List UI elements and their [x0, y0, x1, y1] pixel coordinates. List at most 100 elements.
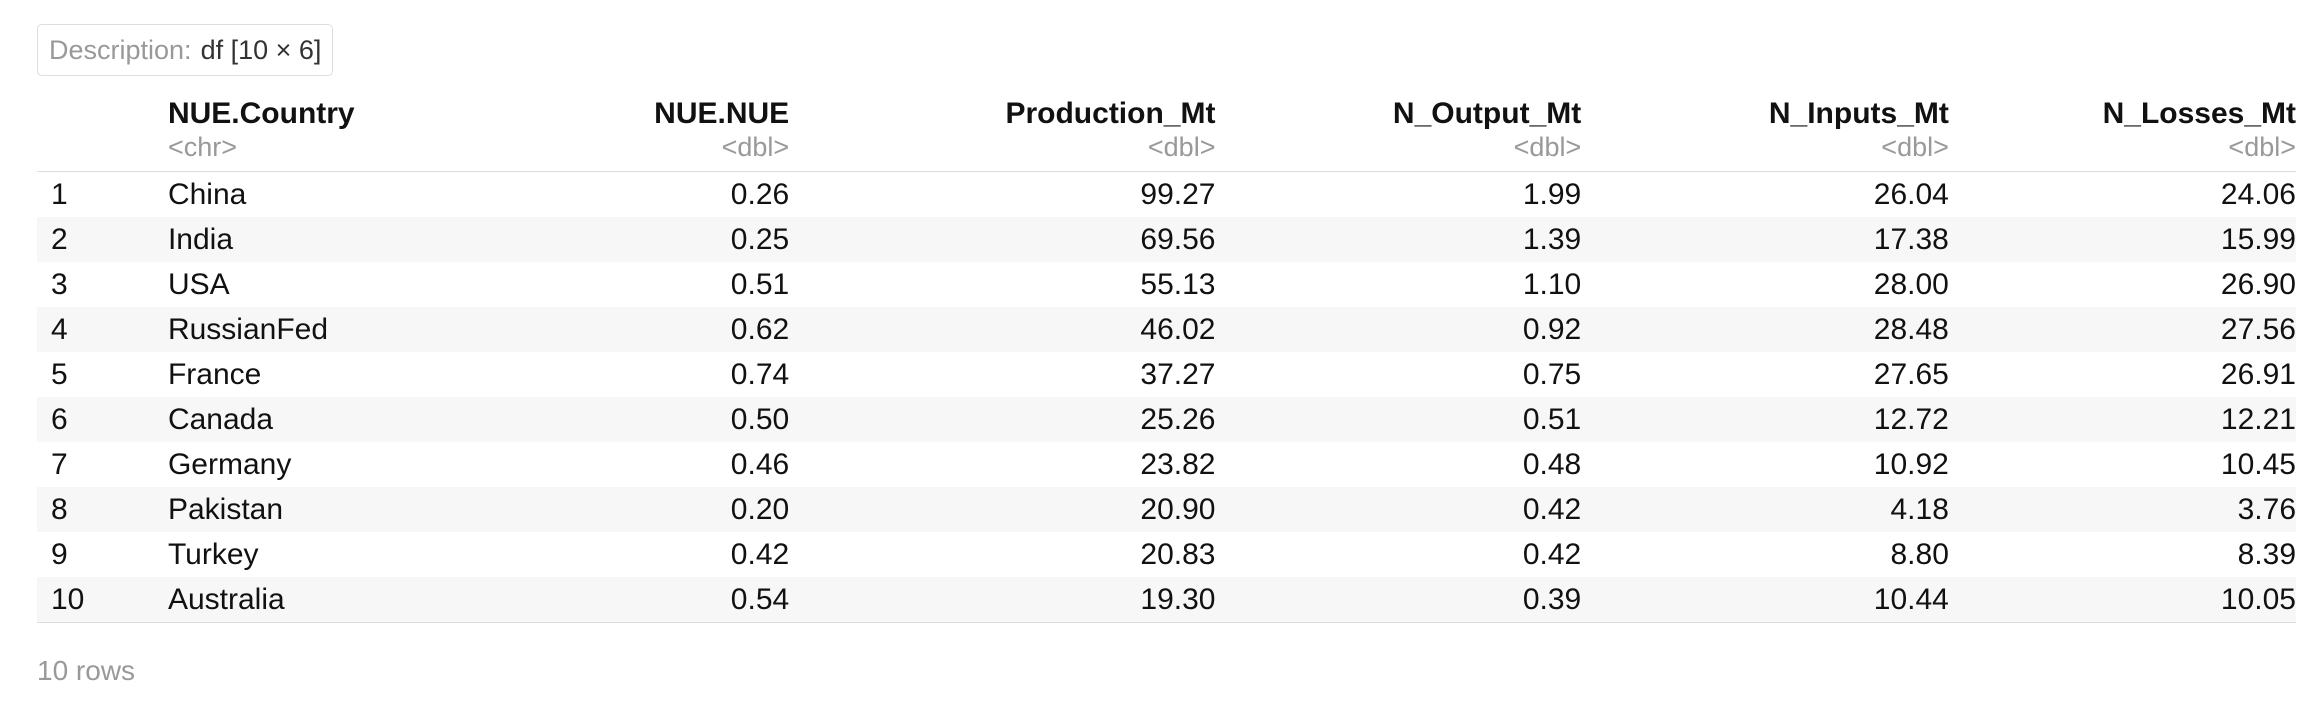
column-header-production[interactable]: Production_Mt <dbl>	[789, 96, 1216, 172]
cell-n-inputs: 27.65	[1873, 358, 1949, 391]
table-row: 5 France 0.74 37.27 0.75 27.65 26.91	[37, 352, 2296, 397]
cell-n-output: 0.39	[1215, 577, 1582, 623]
cell-n-inputs: 8.80	[1890, 538, 1949, 571]
cell-nue: 0.20	[456, 487, 790, 532]
column-header-n-inputs[interactable]: N_Inputs_Mt <dbl>	[1581, 96, 1949, 172]
column-header-country[interactable]: NUE.Country <chr>	[167, 96, 457, 172]
table-row: 7 Germany 0.46 23.82 0.48 10.92 10.45	[37, 442, 2296, 487]
cell-country: China	[167, 178, 247, 211]
table-row: 1 China 0.26 99.27 1.99 26.04 24.06	[37, 172, 2296, 218]
row-index: 1	[51, 178, 68, 211]
column-type: <dbl>	[1147, 132, 1216, 162]
table-row: 9 Turkey 0.42 20.83 0.42 8.80 8.39	[37, 532, 2296, 577]
cell-production: 55.13	[1140, 268, 1216, 301]
cell-n-losses: 15.99	[1948, 217, 2296, 262]
description-badge: Description: df [10 × 6]	[37, 24, 334, 76]
cell-country: Turkey	[167, 538, 259, 571]
row-index: 7	[51, 448, 68, 481]
cell-n-inputs: 28.48	[1581, 307, 1949, 352]
cell-production: 46.02	[789, 307, 1216, 352]
cell-nue: 0.26	[730, 178, 790, 211]
cell-n-output: 0.42	[1522, 538, 1582, 571]
column-header-n-output[interactable]: N_Output_Mt <dbl>	[1215, 96, 1582, 172]
cell-n-inputs: 10.44	[1581, 577, 1949, 623]
cell-nue: 0.62	[456, 307, 790, 352]
cell-production: 25.26	[789, 397, 1216, 442]
column-name: N_Losses_Mt	[2102, 97, 2296, 130]
cell-n-output: 1.39	[1215, 217, 1582, 262]
cell-production: 69.56	[789, 217, 1216, 262]
table-row: 6 Canada 0.50 25.26 0.51 12.72 12.21	[37, 397, 2296, 442]
row-index: 2	[37, 217, 168, 262]
cell-n-losses: 12.21	[1948, 397, 2296, 442]
cell-n-inputs: 4.18	[1581, 487, 1949, 532]
column-type: <dbl>	[1513, 132, 1582, 162]
row-index: 10	[37, 577, 168, 623]
table-row: 4 RussianFed 0.62 46.02 0.92 28.48 27.56	[37, 307, 2296, 352]
cell-nue: 0.51	[730, 268, 790, 301]
table-row: 8 Pakistan 0.20 20.90 0.42 4.18 3.76	[37, 487, 2296, 532]
cell-country: India	[167, 217, 457, 262]
cell-n-output: 0.92	[1215, 307, 1582, 352]
cell-production: 20.90	[789, 487, 1216, 532]
cell-country: USA	[167, 268, 230, 301]
cell-country: RussianFed	[167, 307, 457, 352]
header-row: NUE.Country <chr> NUE.NUE <dbl> Producti…	[37, 96, 2296, 172]
cell-n-losses: 3.76	[1948, 487, 2296, 532]
table-row: 2 India 0.25 69.56 1.39 17.38 15.99	[37, 217, 2296, 262]
description-label: Description:	[49, 34, 192, 65]
column-name: N_Output_Mt	[1392, 97, 1582, 130]
cell-country: Canada	[167, 397, 457, 442]
cell-production: 23.82	[1140, 448, 1216, 481]
data-frame-table: NUE.Country <chr> NUE.NUE <dbl> Producti…	[37, 96, 2296, 623]
row-index: 5	[51, 358, 68, 391]
cell-nue: 0.46	[730, 448, 790, 481]
cell-country: Germany	[167, 448, 292, 481]
column-type: <chr>	[167, 132, 237, 162]
cell-n-losses: 27.56	[1948, 307, 2296, 352]
column-header-n-losses[interactable]: N_Losses_Mt <dbl>	[1948, 96, 2296, 172]
cell-country: France	[167, 358, 262, 391]
column-name: N_Inputs_Mt	[1768, 97, 1949, 130]
cell-n-inputs: 28.00	[1873, 268, 1949, 301]
cell-n-inputs: 12.72	[1581, 397, 1949, 442]
cell-production: 20.83	[1140, 538, 1216, 571]
cell-nue: 0.25	[456, 217, 790, 262]
row-index: 3	[51, 268, 68, 301]
cell-country: Australia	[167, 577, 457, 623]
row-index: 8	[37, 487, 168, 532]
column-name: NUE.NUE	[654, 97, 790, 130]
cell-nue: 0.74	[730, 358, 790, 391]
cell-n-output: 0.51	[1215, 397, 1582, 442]
row-index: 9	[51, 538, 68, 571]
table-row: 10 Australia 0.54 19.30 0.39 10.44 10.05	[37, 577, 2296, 623]
row-index: 6	[37, 397, 168, 442]
cell-nue: 0.54	[456, 577, 790, 623]
cell-nue: 0.50	[456, 397, 790, 442]
cell-production: 99.27	[1140, 178, 1216, 211]
cell-n-output: 0.75	[1522, 358, 1582, 391]
column-name: NUE.Country	[167, 97, 355, 130]
cell-n-output: 0.48	[1522, 448, 1582, 481]
index-header	[37, 96, 168, 172]
cell-n-inputs: 26.04	[1873, 178, 1949, 211]
cell-country: Pakistan	[167, 487, 457, 532]
table-row: 3 USA 0.51 55.13 1.10 28.00 26.90	[37, 262, 2296, 307]
column-name: Production_Mt	[1005, 97, 1216, 130]
cell-n-losses: 10.45	[2220, 448, 2296, 481]
cell-n-output: 1.99	[1522, 178, 1582, 211]
description-value: df [10 × 6]	[200, 34, 322, 65]
column-type: <dbl>	[721, 132, 790, 162]
column-header-nue[interactable]: NUE.NUE <dbl>	[456, 96, 790, 172]
cell-nue: 0.42	[730, 538, 790, 571]
cell-n-output: 1.10	[1522, 268, 1582, 301]
cell-n-losses: 8.39	[2237, 538, 2296, 571]
column-type: <dbl>	[2228, 132, 2296, 162]
cell-n-losses: 26.91	[2220, 358, 2296, 391]
cell-n-losses: 24.06	[2220, 178, 2296, 211]
cell-n-losses: 26.90	[2220, 268, 2296, 301]
row-count: 10 rows	[37, 655, 136, 686]
cell-n-losses: 10.05	[1948, 577, 2296, 623]
cell-n-output: 0.42	[1215, 487, 1582, 532]
column-type: <dbl>	[1881, 132, 1949, 162]
